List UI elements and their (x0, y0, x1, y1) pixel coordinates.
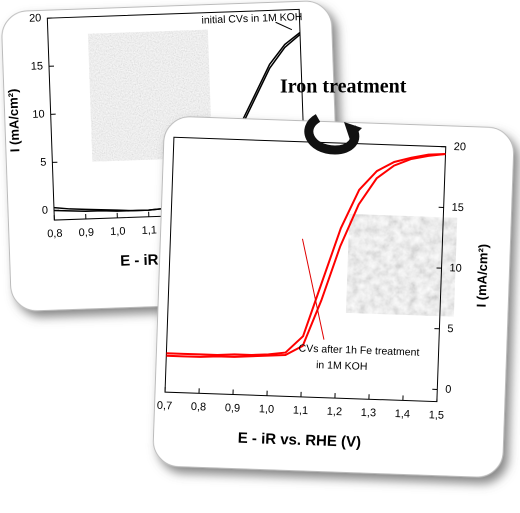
x-tick-label: 1,0 (110, 226, 126, 239)
x-tick-label: 0,9 (225, 402, 241, 415)
annotation-arrow (301, 238, 325, 340)
y-tick-label: 10 (449, 262, 462, 274)
cv-curve (166, 153, 446, 357)
arrow (304, 114, 360, 155)
x-tick-label: 1,4 (395, 408, 411, 421)
card: 0,7 0,8 0,9 1,0 1,1 1,2 1,3 1,4 1,5 0 5 10 15 20 E - i… (152, 116, 515, 478)
x-tick-label: 0,9 (78, 227, 94, 240)
x-tick-label: 1,0 (259, 403, 275, 416)
annotation-arrow (275, 21, 293, 31)
x-tick-label: 1,2 (327, 406, 343, 419)
x-tick-label: 1,3 (361, 407, 377, 420)
x-tick-label: 1,1 (141, 224, 157, 237)
annotation: CVs after 1h Fe treatment (298, 343, 419, 359)
y-axis-label: I (mA/cm²) (474, 244, 491, 308)
card-bg (152, 116, 515, 478)
x-axis-label: E - iR vs. RHE (V) (237, 430, 361, 451)
x-tick-label: 1,1 (293, 404, 309, 417)
cv-curve (166, 153, 446, 358)
y-axis-label: I (mA/cm²) (5, 88, 22, 152)
annotation: in 1M KOH (316, 359, 368, 373)
y-tick-label: 5 (40, 157, 47, 169)
y-tick-label: 20 (454, 141, 467, 153)
y-tick-label: 0 (445, 384, 452, 396)
x-tick-label: 1,5 (429, 409, 445, 422)
x-tick-label: 0,8 (47, 228, 63, 241)
caption: Iron treatment (280, 76, 407, 98)
x-tick-label: 0,7 (157, 400, 173, 413)
y-tick-label: 0 (42, 205, 49, 217)
y-tick-label: 20 (29, 12, 42, 24)
y-tick-label: 10 (32, 108, 45, 120)
y-tick-label: 15 (31, 60, 44, 72)
x-tick-label: 0,8 (191, 401, 207, 414)
micrograph (355, 222, 449, 308)
arrow-head (344, 122, 362, 140)
y-tick-label: 5 (447, 323, 454, 335)
y-tick-label: 15 (451, 202, 464, 214)
